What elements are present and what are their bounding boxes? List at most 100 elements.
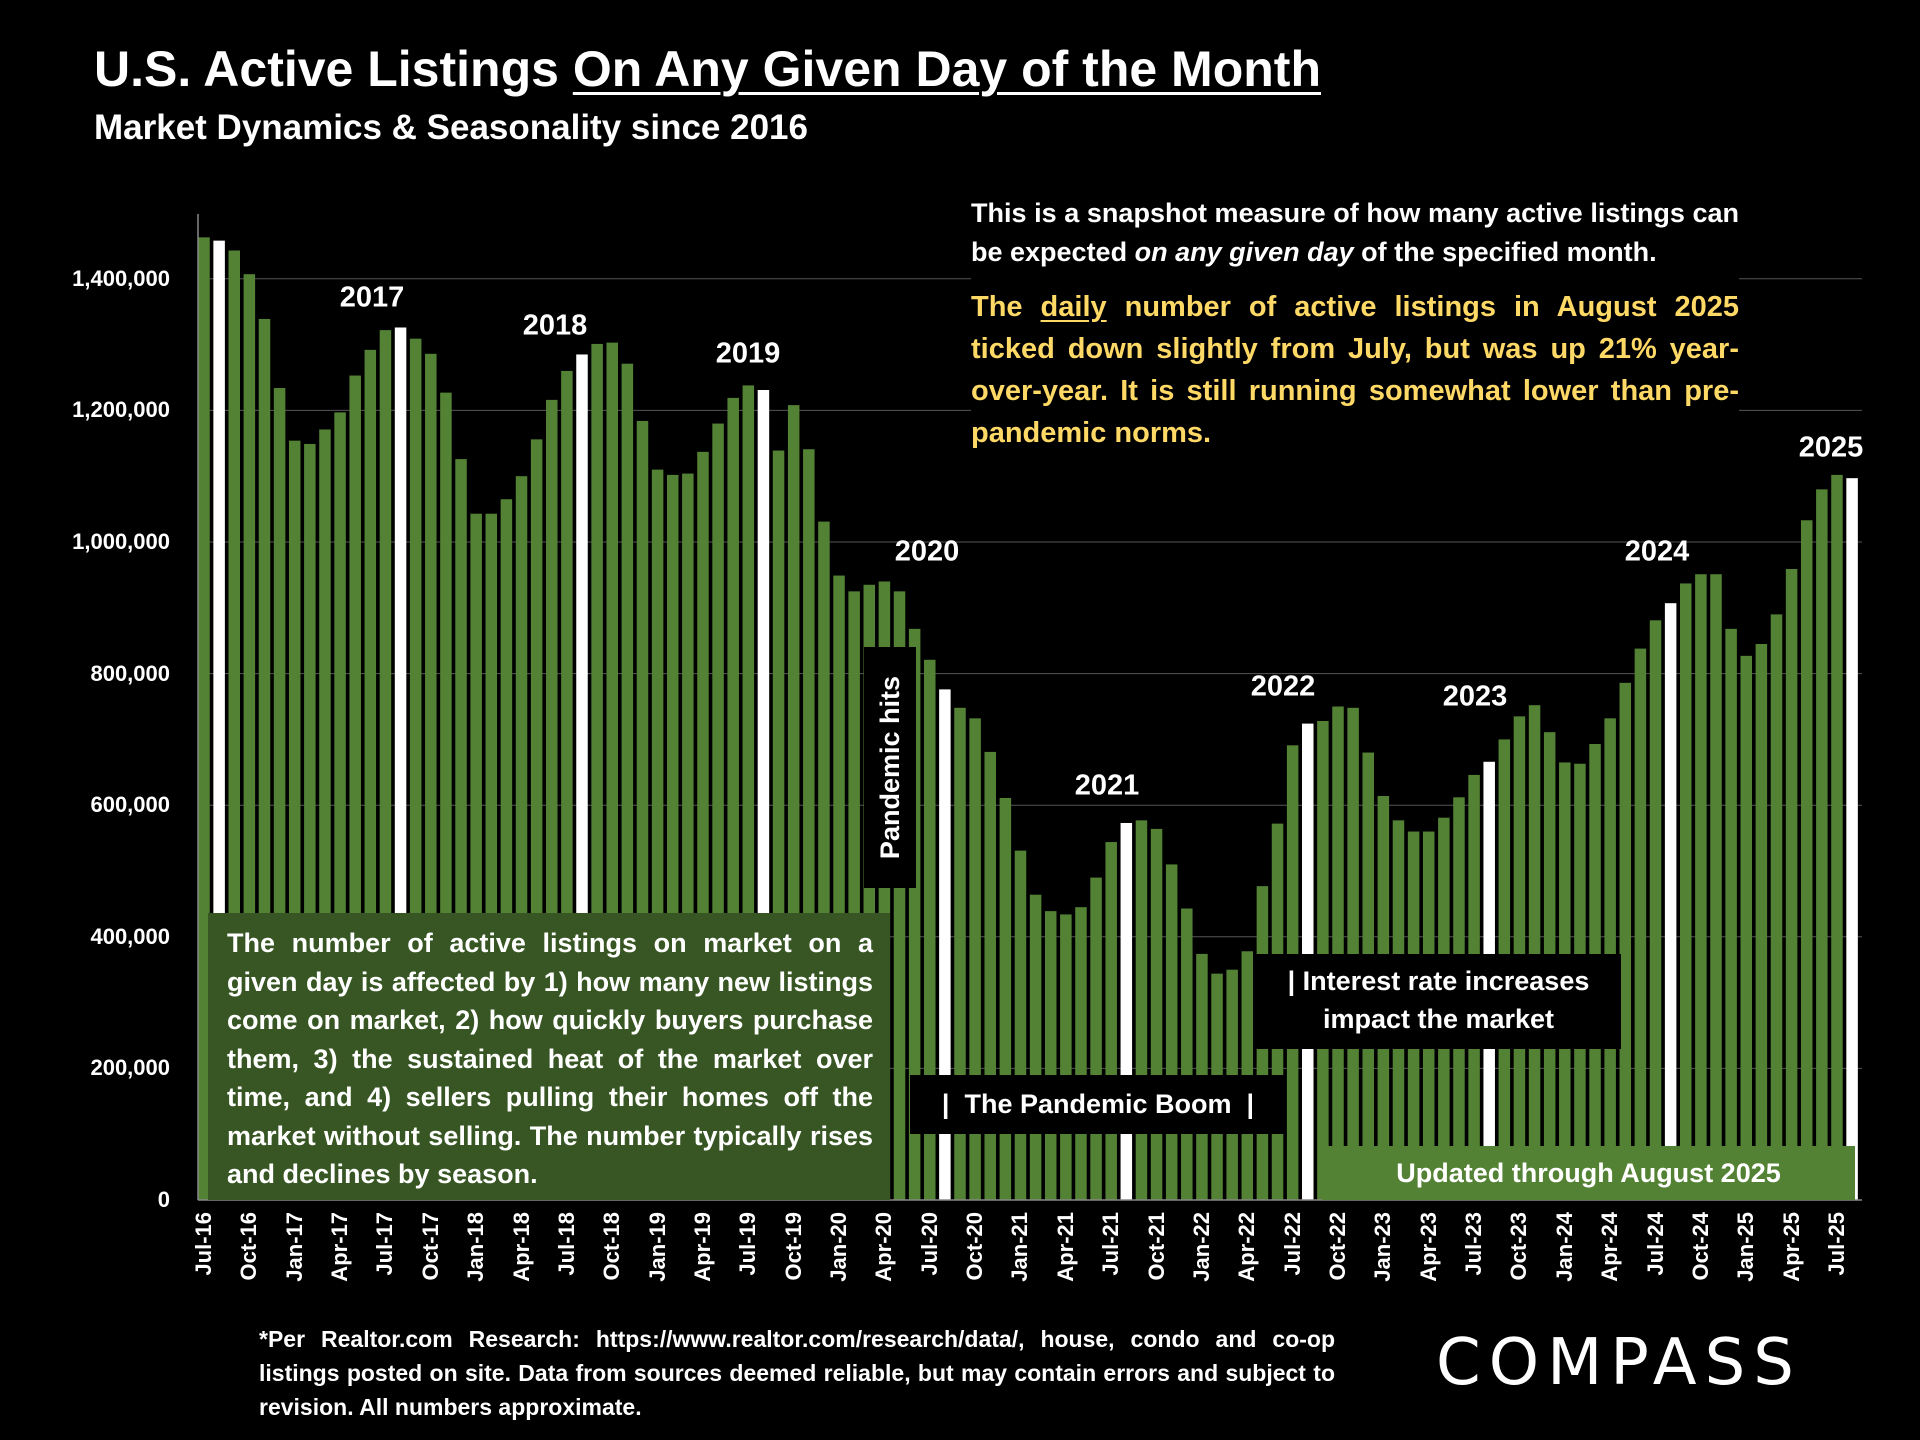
y-tick-label: 600,000 <box>90 792 170 818</box>
footnote: *Per Realtor.com Research: https://www.r… <box>259 1326 1335 1420</box>
bar-highlight-august <box>939 689 951 1200</box>
bar-highlight-august <box>1846 478 1858 1200</box>
bar <box>1695 574 1707 1200</box>
x-tick-label: Oct-23 <box>1506 1212 1532 1281</box>
x-tick-label: Oct-20 <box>962 1212 988 1281</box>
bar <box>621 363 634 1200</box>
bar <box>999 797 1012 1200</box>
bar <box>500 499 513 1201</box>
year-label: 2017 <box>339 281 405 314</box>
bar <box>1710 574 1722 1200</box>
x-tick-label: Apr-17 <box>327 1212 353 1282</box>
chart-subtitle: Market Dynamics & Seasonality since 2016 <box>94 108 808 147</box>
x-tick-label: Jan-20 <box>826 1212 852 1282</box>
bar <box>818 521 830 1200</box>
bar <box>969 718 981 1200</box>
y-tick-label: 200,000 <box>90 1055 170 1081</box>
x-tick-label: Jul-16 <box>191 1212 216 1276</box>
bar <box>515 476 528 1200</box>
snapshot-text-end: of the specified month. <box>1353 237 1657 267</box>
bar <box>606 342 618 1201</box>
bar <box>954 707 966 1200</box>
year-label: 2022 <box>1250 670 1316 703</box>
x-tick-label: Oct-19 <box>780 1212 806 1281</box>
bar <box>1800 520 1813 1200</box>
title-underlined-text: On Any Given Day of the Month <box>572 41 1321 97</box>
x-tick-label: Apr-21 <box>1052 1212 1078 1282</box>
x-tick-label: Oct-16 <box>236 1212 262 1281</box>
bar <box>319 429 331 1200</box>
bar <box>425 353 437 1200</box>
bar <box>682 473 694 1200</box>
bar-highlight-august <box>1120 822 1133 1200</box>
factors-note: The number of active listings on market … <box>208 913 890 1200</box>
bar <box>727 397 739 1200</box>
bar <box>636 420 649 1201</box>
bar-highlight-august <box>1664 603 1677 1200</box>
pandemic-hits-text: Pandemic hits <box>874 675 905 860</box>
snapshot-text-start: This is a snapshot measure of how many a… <box>971 198 1739 267</box>
bar <box>530 439 543 1200</box>
bar <box>561 370 573 1200</box>
bar <box>908 628 921 1200</box>
bar <box>258 318 271 1200</box>
x-tick-label: Apr-19 <box>689 1212 715 1282</box>
x-tick-label: Jan-23 <box>1370 1212 1396 1282</box>
bar <box>1649 620 1662 1200</box>
x-tick-label: Oct-22 <box>1325 1212 1350 1281</box>
bar <box>1816 489 1828 1200</box>
bar <box>697 451 709 1200</box>
bar <box>1740 655 1752 1200</box>
pandemic-boom-label: | The Pandemic Boom | <box>910 1075 1286 1134</box>
bar <box>1135 820 1148 1200</box>
bar <box>591 343 603 1200</box>
x-tick-label: Jan-24 <box>1551 1212 1577 1282</box>
bar <box>1044 911 1057 1200</box>
bar <box>893 591 906 1200</box>
y-tick-label: 1,200,000 <box>72 397 170 423</box>
x-tick-label: Jan-25 <box>1733 1212 1759 1282</box>
bar <box>243 274 256 1201</box>
snapshot-note: This is a snapshot measure of how many a… <box>971 194 1739 454</box>
year-label: 2019 <box>715 337 781 370</box>
interest-rates-line1: | Interest rate increases <box>1287 966 1590 996</box>
bar <box>1332 706 1344 1200</box>
bar <box>878 581 891 1200</box>
bar <box>772 450 785 1201</box>
bar <box>455 459 467 1200</box>
bar <box>349 375 361 1200</box>
bar-highlight-august <box>576 354 588 1201</box>
chart-title: U.S. Active Listings On Any Given Day of… <box>94 40 1321 98</box>
x-tick-label: Jan-18 <box>463 1212 489 1282</box>
bar <box>470 513 482 1200</box>
pandemic-hits-label: Pandemic hits <box>864 647 916 888</box>
snapshot-text-italic: on any given day <box>1134 237 1354 267</box>
bar <box>1770 614 1783 1200</box>
x-tick-label: Jul-22 <box>1279 1212 1305 1276</box>
bar <box>288 440 301 1201</box>
x-tick-label: Oct-17 <box>417 1212 443 1281</box>
bar <box>1060 914 1072 1200</box>
bar <box>1755 643 1768 1200</box>
bar <box>742 385 755 1200</box>
x-tick-label: Jul-25 <box>1823 1212 1849 1276</box>
x-tick-label: Jul-19 <box>735 1212 761 1276</box>
bar <box>984 751 996 1200</box>
x-tick-label: Jul-21 <box>1098 1212 1124 1276</box>
bar <box>666 474 679 1200</box>
x-tick-label: Jul-24 <box>1642 1212 1668 1276</box>
bar <box>1725 628 1737 1200</box>
bar <box>1680 583 1692 1200</box>
bar <box>364 349 377 1200</box>
y-tick-label: 400,000 <box>90 923 170 949</box>
year-label: 2020 <box>894 535 960 568</box>
year-label: 2021 <box>1074 769 1140 802</box>
bar <box>546 399 558 1200</box>
year-label: 2023 <box>1442 680 1508 713</box>
highlight-post: number of active listings in August 2025… <box>971 291 1740 449</box>
bar <box>1014 850 1027 1200</box>
year-label: 2018 <box>522 309 588 342</box>
bar <box>833 575 845 1200</box>
y-tick-label: 1,000,000 <box>72 529 170 554</box>
bar <box>1347 707 1359 1200</box>
